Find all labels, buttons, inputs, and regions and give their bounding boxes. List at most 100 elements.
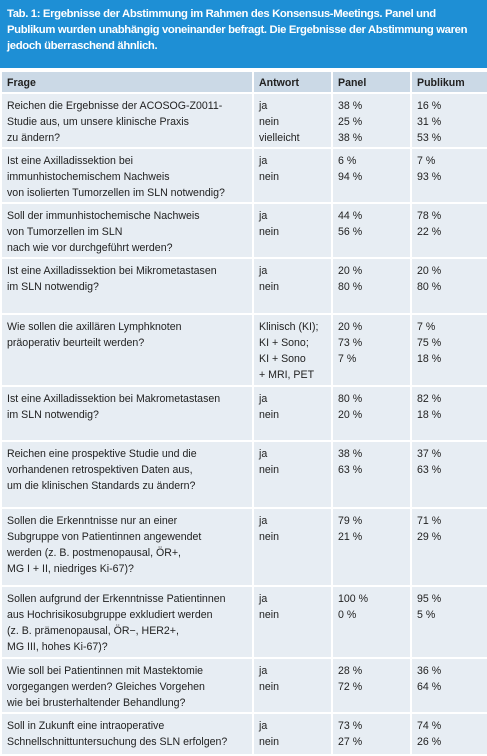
cell-line: 63 % bbox=[417, 464, 442, 476]
cell-line: 73 % bbox=[338, 337, 363, 349]
cell-line: Ist eine Axilladissektion bei Makrometas… bbox=[7, 393, 221, 405]
cell-line: 37 % bbox=[417, 448, 442, 460]
cell-line: 73 % bbox=[338, 720, 363, 732]
cell: 71 % 29 % bbox=[410, 507, 487, 587]
cell-line: ja bbox=[259, 393, 268, 405]
cell: 28 % 72 % bbox=[331, 657, 412, 714]
cell: 6 % 94 % bbox=[331, 147, 412, 204]
cell: Sollen die Erkenntnisse nur an einer Subg… bbox=[0, 507, 254, 587]
cell-line: Reichen die Ergebnisse der ACOSOG-Z0011- bbox=[7, 100, 223, 112]
cell-line: 64 % bbox=[417, 681, 442, 693]
cell: Reichen die Ergebnisse der ACOSOG-Z0011-… bbox=[0, 92, 254, 149]
cell-line: nein bbox=[259, 409, 280, 421]
cell-line: zu ändern? bbox=[7, 132, 61, 144]
cell: 78 % 22 % bbox=[410, 202, 487, 259]
cell-line: 27 % bbox=[338, 736, 363, 748]
cell-line: 7 % bbox=[338, 353, 357, 365]
cell-line: Soll der immunhistochemische Nachweis bbox=[7, 210, 200, 222]
cell-line: 75 % bbox=[417, 337, 442, 349]
table-row: Ist eine Axilladissektion bei Makrometas… bbox=[0, 385, 487, 442]
cell-line: Sollen aufgrund der Erkenntnisse Patient… bbox=[7, 593, 226, 605]
cell: 82 % 18 % bbox=[410, 385, 487, 442]
cell-line: aus Hochrisikosubgruppe exkludiert werde… bbox=[7, 609, 213, 621]
cell: Klinisch (KI); KI + Sono; KI + Sono + MRI, … bbox=[252, 313, 333, 387]
cell-line: 38 % bbox=[338, 100, 363, 112]
cell-line: wie bei brusterhaltender Behandlung? bbox=[7, 697, 186, 709]
cell: ja nein bbox=[252, 257, 333, 315]
cell: ja nein bbox=[252, 657, 333, 714]
cell-line: 31 % bbox=[417, 116, 442, 128]
cell-line: 38 % bbox=[338, 132, 363, 144]
cell-line: 21 % bbox=[338, 531, 363, 543]
cell-line: 72 % bbox=[338, 681, 363, 693]
cell: Reichen eine prospektive Studie und die v… bbox=[0, 440, 254, 509]
cell: ja nein bbox=[252, 507, 333, 587]
table-row: Ist eine Axilladissektion bei Mikrometas… bbox=[0, 257, 487, 315]
cell-line: 78 % bbox=[417, 210, 442, 222]
cell-line: um die klinischen Standards zu ändern? bbox=[7, 480, 196, 492]
cell-line: 94 % bbox=[338, 171, 363, 183]
cell-line: KI + Sono bbox=[259, 353, 306, 365]
table-row: Sollen die Erkenntnisse nur an einer Subg… bbox=[0, 507, 487, 587]
table-row: Wie sollen die axillären Lymphknoten präo… bbox=[0, 313, 487, 387]
cell-line: immunhistochemischem Nachweis bbox=[7, 171, 170, 183]
cell-line: 18 % bbox=[417, 409, 442, 421]
caption-line: jedoch überraschend ähnlich. bbox=[7, 40, 158, 52]
cell: 74 % 26 % bbox=[410, 712, 487, 756]
table: Frage Antwort Panel Publikum Reichen die Er… bbox=[0, 70, 487, 756]
cell-line: ja bbox=[259, 265, 268, 277]
cell-line: ja bbox=[259, 448, 268, 460]
cell-line: 36 % bbox=[417, 665, 442, 677]
cell: ja nein bbox=[252, 440, 333, 509]
table-row: Wie soll bei Patientinnen mit Mastektomi… bbox=[0, 657, 487, 714]
cell-line: Ist eine Axilladissektion bei bbox=[7, 155, 134, 167]
cell-line: Ist eine Axilladissektion bei Mikrometas… bbox=[7, 265, 217, 277]
caption-line: Publikum wurden unabhängig voneinander b… bbox=[7, 24, 468, 36]
cell: 36 % 64 % bbox=[410, 657, 487, 714]
cell-line: 93 % bbox=[417, 171, 442, 183]
cell: ja nein bbox=[252, 147, 333, 204]
cell: 7 % 93 % bbox=[410, 147, 487, 204]
cell-line: 44 % bbox=[338, 210, 363, 222]
caption: Tab. 1: Ergebnisse der Abstimmung im Rah… bbox=[0, 0, 487, 68]
cell-line: Schnellschnittuntersuchung des SLN erfol… bbox=[7, 736, 228, 748]
table-row: Ist eine Axilladissektion bei immunhistoc… bbox=[0, 147, 487, 204]
cell-line: ja bbox=[259, 515, 268, 527]
cell: Soll der immunhistochemische Nachweis von… bbox=[0, 202, 254, 259]
table-row: Sollen aufgrund der Erkenntnisse Patient… bbox=[0, 585, 487, 659]
cell-line: 56 % bbox=[338, 226, 363, 238]
cell: 44 % 56 % bbox=[331, 202, 412, 259]
cell-line: MG III, hohes Ki-67)? bbox=[7, 641, 108, 653]
cell-line: 5 % bbox=[417, 609, 436, 621]
cell-line: ja bbox=[259, 210, 268, 222]
cell-line: 79 % bbox=[338, 515, 363, 527]
cell-line: ja bbox=[259, 665, 268, 677]
cell-line: 20 % bbox=[338, 321, 363, 333]
cell-line: 28 % bbox=[338, 665, 363, 677]
cell-line: vorgegangen werden? Gleiches Vorgehen bbox=[7, 681, 205, 693]
cell-line: nein bbox=[259, 736, 280, 748]
cell-line: von isolierten Tumorzellen im SLN notwen… bbox=[7, 187, 225, 199]
cell-line: Sollen die Erkenntnisse nur an einer bbox=[7, 515, 178, 527]
cell-line: 7 % bbox=[417, 155, 436, 167]
cell-line: 71 % bbox=[417, 515, 442, 527]
column-header: Panel bbox=[331, 70, 412, 94]
cell-line: MG I + II, niedriges Ki-67)? bbox=[7, 563, 134, 575]
cell-line: + MRI, PET bbox=[259, 369, 315, 381]
cell: Ist eine Axilladissektion bei immunhistoc… bbox=[0, 147, 254, 204]
cell: ja nein vielleicht bbox=[252, 92, 333, 149]
cell-line: nein bbox=[259, 171, 280, 183]
cell-line: 100 % bbox=[338, 593, 369, 605]
cell-line: 80 % bbox=[338, 393, 363, 405]
cell-line: Wie sollen die axillären Lymphknoten bbox=[7, 321, 182, 333]
cell: Soll in Zukunft eine intraoperative Schne… bbox=[0, 712, 254, 756]
cell-line: nach wie vor durchgeführt werden? bbox=[7, 242, 173, 254]
cell-line: 6 % bbox=[338, 155, 357, 167]
cell: 95 % 5 % bbox=[410, 585, 487, 659]
cell-line: nein bbox=[259, 609, 280, 621]
cell-line: 16 % bbox=[417, 100, 442, 112]
cell: ja nein bbox=[252, 712, 333, 756]
cell: Ist eine Axilladissektion bei Mikrometas… bbox=[0, 257, 254, 315]
cell-line: Soll in Zukunft eine intraoperative bbox=[7, 720, 165, 732]
cell-line: nein bbox=[259, 281, 280, 293]
